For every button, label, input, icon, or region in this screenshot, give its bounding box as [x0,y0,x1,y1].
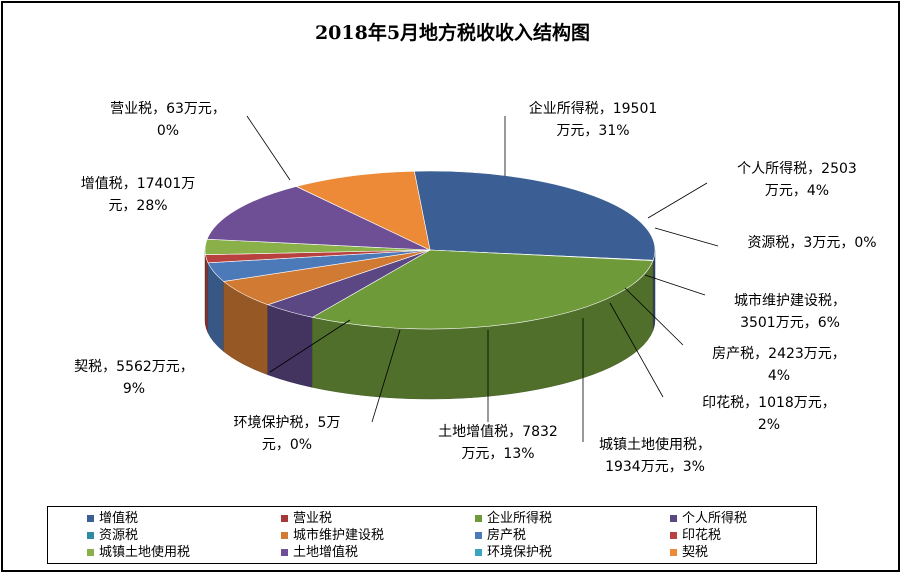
pie-chart [204,115,719,442]
legend-swatch [475,515,482,522]
data-label-line: 城镇土地使用税， [599,437,711,453]
legend: 增值税 营业税 企业所得税 个人所得税资源税 城市维护建设税 房产税 印花税城镇土地使用税 土… [47,506,817,564]
legend-item: 增值税 [87,512,138,526]
pie-slice [413,170,656,261]
data-label: 契税，5562万元， 9% [44,356,224,400]
legend-swatch [475,532,482,539]
legend-label: 房产税 [487,528,527,543]
data-label-line: 土地增值税，7832 [438,424,558,440]
pie-slice-side [205,254,209,333]
data-label-line: 契税，5562万元， [74,359,194,375]
legend-label: 印花税 [682,528,722,543]
data-label-line: 0% [156,123,180,139]
data-label-line: 万元，4% [764,183,830,199]
data-label-line: 元，28% [108,198,168,214]
legend-item: 企业所得税 [475,512,552,526]
legend-item: 个人所得税 [670,512,747,526]
data-label: 增值税，17401万 元，28% [48,173,228,217]
legend-label: 企业所得税 [487,511,553,526]
legend-swatch [281,532,288,539]
pie-slice-side [652,249,656,331]
leader-line [269,319,351,373]
data-label-line: 4% [767,368,791,384]
data-label-line: 元，0% [261,437,313,453]
legend-item: 环境保护税 [475,546,552,560]
legend-swatch [87,515,94,522]
legend-swatch [475,549,482,556]
data-label: 环境保护税，5万 元，0% [197,412,377,456]
leader-line [371,329,401,423]
legend-item: 资源税 [87,529,138,543]
leader-line [609,302,664,398]
legend-item: 土地增值税 [281,546,358,560]
data-label-line: 企业所得税，19501 [528,101,658,117]
leader-line [647,182,708,219]
data-label: 企业所得税，19501 万元，31% [503,98,683,142]
legend-item: 印花税 [670,529,721,543]
pie-slice [295,170,431,251]
legend-label: 个人所得税 [682,511,748,526]
data-label-line: 增值税，17401万 [80,176,196,192]
legend-label: 城市维护建设税 [293,528,385,543]
chart-title: 2018年5月地方税收收入结构图 [314,22,591,44]
data-label-line: 万元，13% [461,446,535,462]
legend-label: 契税 [682,545,709,560]
data-label-line: 3501万元，6% [740,315,840,331]
pie-slice-side [267,304,313,388]
legend-swatch [670,532,677,539]
pie-slice [311,249,654,330]
legend-label: 资源税 [99,528,139,543]
legend-item: 房产税 [475,529,526,543]
data-label-line: 资源税，3万元，0% [747,235,877,251]
data-label-line: 城市维护建设税， [734,293,846,309]
legend-swatch [281,515,288,522]
data-label-line: 房产税，2423万元， [712,346,846,362]
legend-label: 营业税 [293,511,333,526]
leader-line [246,115,291,181]
data-label: 印花税，1018万元， 2% [679,392,859,436]
data-label-line: 印花税，1018万元， [702,395,836,411]
legend-swatch [670,515,677,522]
legend-item: 城市维护建设税 [281,529,384,543]
data-label: 土地增值税，7832 万元，13% [408,421,588,465]
leader-line [654,227,719,247]
data-label: 营业税，63万元， 0% [78,98,258,142]
data-label-line: 环境保护税，5万 [233,415,341,431]
data-label: 个人所得税，2503 万元，4% [707,158,887,202]
pie-slice [206,186,431,251]
data-label-line: 2% [757,417,781,433]
data-label-line: 个人所得税，2503 [737,161,857,177]
legend-swatch [87,549,94,556]
legend-label: 土地增值税 [293,545,359,560]
data-label-line: 营业税，63万元， [110,101,226,117]
data-label: 城市维护建设税， 3501万元，6% [700,290,880,334]
legend-label: 环境保护税 [487,545,553,560]
data-label: 资源税，3万元，0% [722,232,902,254]
legend-swatch [281,549,288,556]
data-label: 房产税，2423万元， 4% [689,343,869,387]
data-label-line: 万元，31% [556,123,630,139]
data-label-line: 9% [122,381,146,397]
leader-line [644,274,706,296]
data-label: 城镇土地使用税， 1934万元，3% [565,434,745,478]
legend-item: 契税 [670,546,708,560]
legend-swatch [87,532,94,539]
data-label-line: 1934万元，3% [605,459,705,475]
legend-label: 城镇土地使用税 [99,545,191,560]
legend-item: 营业税 [281,512,332,526]
leader-line [624,287,684,346]
legend-label: 增值税 [99,511,139,526]
legend-item: 城镇土地使用税 [87,546,190,560]
legend-swatch [670,549,677,556]
